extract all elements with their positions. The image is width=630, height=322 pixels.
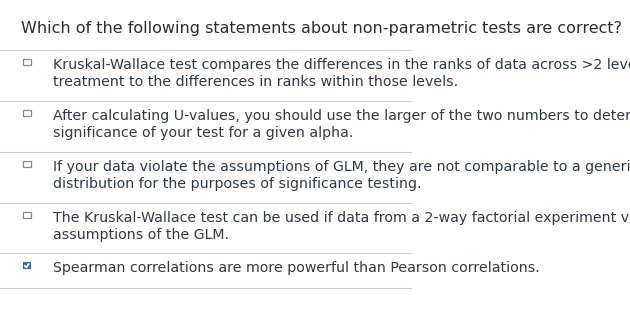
Text: Kruskal-Wallace test compares the differences in the ranks of data across >2 lev: Kruskal-Wallace test compares the differ… <box>54 58 630 72</box>
Text: significance of your test for a given alpha.: significance of your test for a given al… <box>54 126 354 140</box>
FancyBboxPatch shape <box>23 262 31 269</box>
Text: distribution for the purposes of significance testing.: distribution for the purposes of signifi… <box>54 177 422 191</box>
FancyBboxPatch shape <box>23 212 31 218</box>
FancyBboxPatch shape <box>23 110 31 116</box>
Text: Spearman correlations are more powerful than Pearson correlations.: Spearman correlations are more powerful … <box>54 261 540 275</box>
Text: assumptions of the GLM.: assumptions of the GLM. <box>54 228 229 242</box>
Text: If your data violate the assumptions of GLM, they are not comparable to a generi: If your data violate the assumptions of … <box>54 160 630 174</box>
Text: Which of the following statements about non-parametric tests are correct?: Which of the following statements about … <box>21 21 622 36</box>
Text: The Kruskal-Wallace test can be used if data from a 2-way factorial experiment v: The Kruskal-Wallace test can be used if … <box>54 211 630 224</box>
FancyBboxPatch shape <box>23 59 31 65</box>
Text: After calculating U-values, you should use the larger of the two numbers to dete: After calculating U-values, you should u… <box>54 109 630 123</box>
Text: treatment to the differences in ranks within those levels.: treatment to the differences in ranks wi… <box>54 75 459 89</box>
FancyBboxPatch shape <box>23 161 31 167</box>
